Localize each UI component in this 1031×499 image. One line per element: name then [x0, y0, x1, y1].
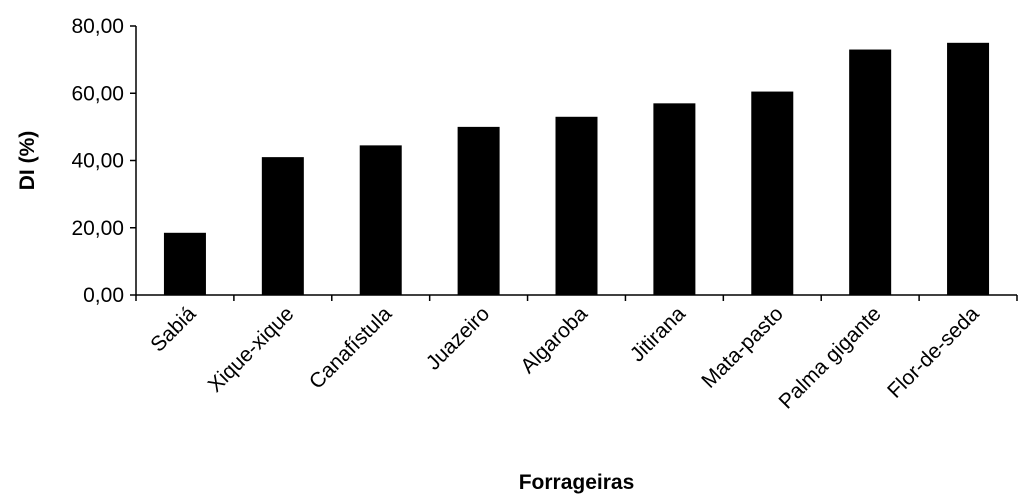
y-tick-label: 40,00	[71, 150, 124, 173]
x-ticks-group: Sabiá Xique-xique Canafístula Juazeiro Algar…	[135, 295, 1018, 413]
x-tick-label: Mata-pasto	[697, 302, 788, 393]
x-tick-label: Jitirana	[626, 302, 690, 366]
x-tick-label: Flor-de-seda	[883, 302, 984, 403]
x-tick-label: Canafístula	[305, 302, 397, 394]
y-ticks-group: 0,00 20,00 40,00 60,00 80,00	[71, 15, 136, 307]
y-tick-label: 20,00	[71, 217, 124, 240]
bar	[261, 157, 304, 295]
y-tick-label: 0,00	[83, 284, 124, 307]
bar	[555, 116, 598, 295]
x-tick-label: Palma gigante	[774, 302, 885, 413]
y-axis-title: DI (%)	[16, 131, 39, 191]
y-tick-label: 60,00	[71, 82, 124, 105]
x-tick-label: Sabiá	[146, 302, 200, 356]
bar	[163, 232, 206, 295]
bars-group	[163, 42, 990, 296]
bar	[751, 91, 794, 295]
bar	[849, 49, 892, 295]
bar	[359, 145, 402, 295]
x-axis-title: Forrageiras	[519, 471, 635, 494]
x-tick-label: Juazeiro	[422, 302, 494, 374]
x-tick-label: Algaroba	[516, 302, 592, 378]
x-tick-label: Xique-xique	[204, 302, 299, 397]
bar	[653, 103, 696, 296]
bar	[947, 42, 990, 295]
y-tick-label: 80,00	[71, 15, 124, 38]
bar	[457, 126, 500, 295]
